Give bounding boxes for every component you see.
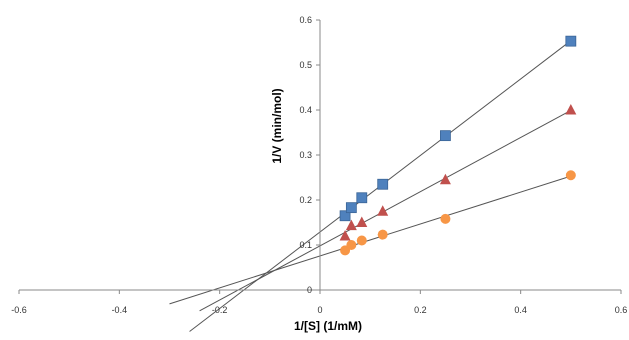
y-tick-label: 0.4 [299,105,312,115]
data-point-series-2 [345,219,357,231]
data-point-series-2 [356,216,368,227]
data-point-series-3 [346,240,357,250]
data-point-series-3 [440,213,451,224]
data-point-series-2 [565,104,577,115]
data-point-series-3 [377,229,388,240]
tick-labels: -0.6 -0.4 -0.2 0 0.2 0.4 0.6 0 0.1 0.2 0.3 0.4 0.5 0.… [11,15,627,315]
x-tick-label: 0.4 [514,305,527,315]
data-point-series-1 [377,178,389,190]
data-point-series-3 [356,235,367,246]
trendlines [169,40,572,332]
axes [18,19,622,294]
y-tick-label: 0.5 [299,60,312,70]
data-point-series-3 [565,170,576,181]
data-point-series-1 [339,210,351,222]
y-tick-label: 0.2 [299,195,312,205]
data-point-series-2 [377,205,389,216]
x-axis-label: 1/[S] (1/mM) [294,319,362,333]
x-tick-label: 0 [317,305,322,315]
y-tick-label: 0.3 [299,150,312,160]
data-point-series-1 [440,130,451,142]
y-tick-label: 0 [307,285,312,295]
y-tick-label: 0.6 [299,15,312,25]
data-point-series-2 [339,230,351,241]
x-tick-label: 0.6 [615,305,628,315]
x-tick-label: -0.6 [11,305,27,315]
data-point-series-1 [356,192,368,204]
x-tick-label: 0.2 [414,305,427,315]
data-point-series-2 [439,173,451,185]
x-tick-label: -0.4 [112,305,128,315]
data-point-series-1 [565,35,577,47]
trendline-series-3 [169,175,571,305]
x-tick-label: -0.2 [212,305,228,315]
y-tick-label: 0.1 [299,240,312,250]
data-point-series-1 [345,202,357,214]
y-axis-label: 1/V (min/mol) [270,88,284,163]
data-points [339,35,577,256]
